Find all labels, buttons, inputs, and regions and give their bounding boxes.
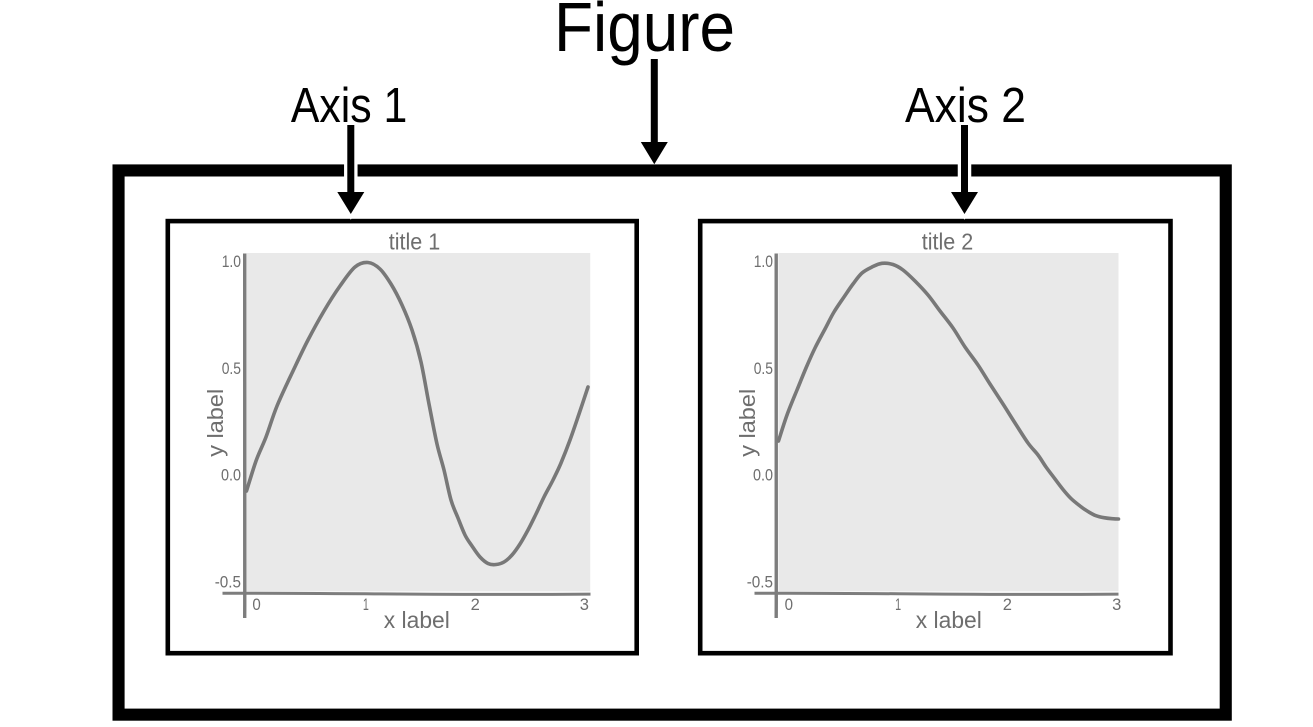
svg-text:3: 3	[580, 596, 589, 614]
svg-text:y label: y label	[735, 389, 760, 457]
svg-text:0.0: 0.0	[221, 467, 241, 485]
svg-text:1: 1	[363, 596, 369, 614]
svg-text:Axis 2: Axis 2	[905, 79, 1026, 133]
svg-text:1: 1	[895, 596, 901, 614]
svg-text:-0.5: -0.5	[747, 574, 773, 592]
svg-text:0.5: 0.5	[754, 360, 773, 378]
svg-text:0: 0	[252, 596, 260, 614]
svg-text:-0.5: -0.5	[215, 574, 241, 592]
svg-text:0.0: 0.0	[753, 467, 773, 485]
svg-text:Axis 1: Axis 1	[291, 79, 408, 133]
svg-text:0: 0	[785, 596, 793, 614]
svg-text:x label: x label	[384, 607, 450, 633]
svg-text:x label: x label	[916, 607, 982, 633]
svg-text:title 2: title 2	[922, 229, 974, 255]
svg-text:0.5: 0.5	[222, 360, 241, 378]
svg-text:2: 2	[471, 596, 480, 614]
svg-text:Figure: Figure	[554, 0, 735, 66]
svg-text:1.0: 1.0	[754, 253, 773, 271]
svg-text:1.0: 1.0	[222, 253, 241, 271]
svg-text:2: 2	[1003, 596, 1012, 614]
svg-text:title 1: title 1	[389, 229, 441, 255]
svg-text:3: 3	[1112, 596, 1121, 614]
svg-text:y label: y label	[203, 389, 228, 457]
